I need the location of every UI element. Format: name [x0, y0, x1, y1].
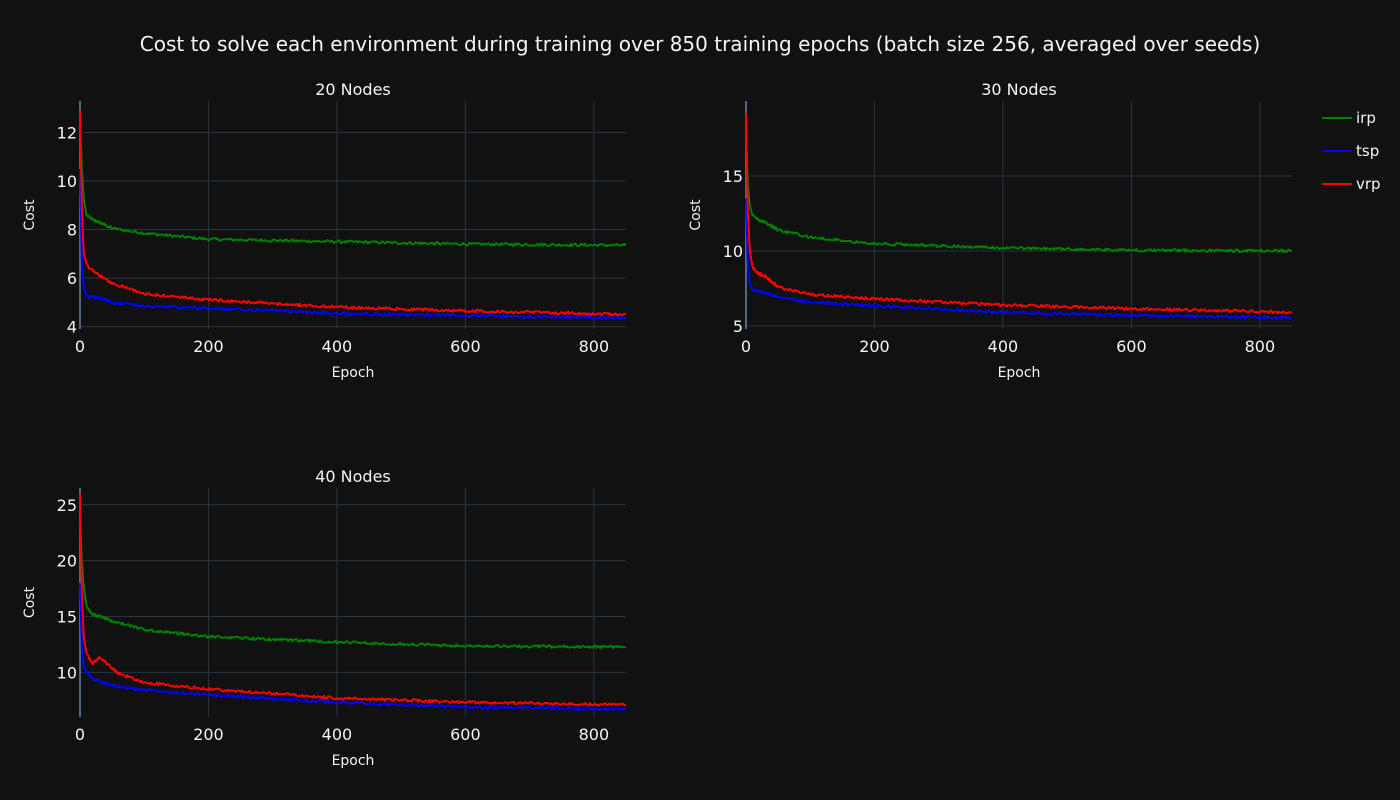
legend[interactable]: irp tsp vrp — [1322, 109, 1381, 193]
x-axis-title: Epoch — [332, 365, 375, 381]
x-tick-label: 800 — [579, 337, 610, 356]
legend-label: tsp — [1356, 142, 1379, 160]
x-axis-title: Epoch — [998, 365, 1041, 381]
x-tick-label: 200 — [193, 337, 224, 356]
subplot-1: 20 Nodes 0 200 400 600 800 4 6 8 10 12 Epoch Cost — [22, 80, 627, 381]
x-tick-label: 200 — [859, 337, 890, 356]
y-tick-label: 15 — [57, 607, 77, 626]
legend-item-vrp[interactable]: vrp — [1322, 175, 1381, 193]
x-tick-label: 600 — [450, 725, 481, 744]
y-tick-label: 12 — [57, 124, 77, 143]
subplot-title: 40 Nodes — [315, 467, 391, 486]
series-line-irp — [79, 120, 627, 248]
x-tick-label: 0 — [741, 337, 751, 356]
y-tick-label: 4 — [67, 318, 77, 337]
legend-item-irp[interactable]: irp — [1322, 109, 1376, 127]
x-tick-label: 600 — [1116, 337, 1147, 356]
figure-title: Cost to solve each environment during tr… — [140, 32, 1261, 56]
x-tick-label: 0 — [75, 337, 85, 356]
x-tick-label: 200 — [193, 725, 224, 744]
subplot-2: 30 Nodes 0 200 400 600 800 5 10 15 Epoch Cost — [688, 80, 1293, 381]
series-line-tsp — [79, 582, 627, 712]
series-line-tsp — [79, 168, 627, 320]
y-tick-label: 6 — [67, 269, 77, 288]
legend-label: irp — [1356, 109, 1376, 127]
subplot-title: 30 Nodes — [981, 80, 1057, 99]
series-line-vrp — [79, 493, 627, 707]
subplot-title: 20 Nodes — [315, 80, 391, 99]
series-line-tsp — [745, 198, 1293, 320]
series-line-irp — [79, 521, 626, 650]
y-tick-label: 10 — [57, 663, 77, 682]
y-tick-label: 10 — [723, 242, 743, 261]
y-axis-title: Cost — [22, 586, 38, 618]
x-tick-label: 400 — [322, 337, 353, 356]
y-tick-label: 25 — [57, 496, 77, 515]
y-tick-label: 8 — [67, 221, 77, 240]
y-tick-label: 5 — [733, 317, 743, 336]
x-axis-title: Epoch — [332, 753, 375, 769]
x-tick-label: 800 — [579, 725, 610, 744]
y-tick-label: 20 — [57, 552, 77, 571]
y-tick-label: 15 — [723, 167, 743, 186]
x-tick-label: 400 — [988, 337, 1019, 356]
series-line-vrp — [745, 112, 1293, 315]
x-tick-label: 600 — [450, 337, 481, 356]
y-tick-label: 10 — [57, 172, 77, 191]
y-axis-title: Cost — [688, 199, 704, 231]
x-tick-label: 0 — [75, 725, 85, 744]
series-line-irp — [745, 133, 1293, 254]
subplot-3: 40 Nodes 0 200 400 600 800 10 15 20 25 Epoch Cost — [22, 467, 627, 769]
legend-label: vrp — [1356, 175, 1381, 193]
y-axis-title: Cost — [22, 199, 38, 231]
series-line-vrp — [79, 110, 627, 317]
x-tick-label: 400 — [322, 725, 353, 744]
legend-item-tsp[interactable]: tsp — [1322, 142, 1379, 160]
x-tick-label: 800 — [1245, 337, 1276, 356]
